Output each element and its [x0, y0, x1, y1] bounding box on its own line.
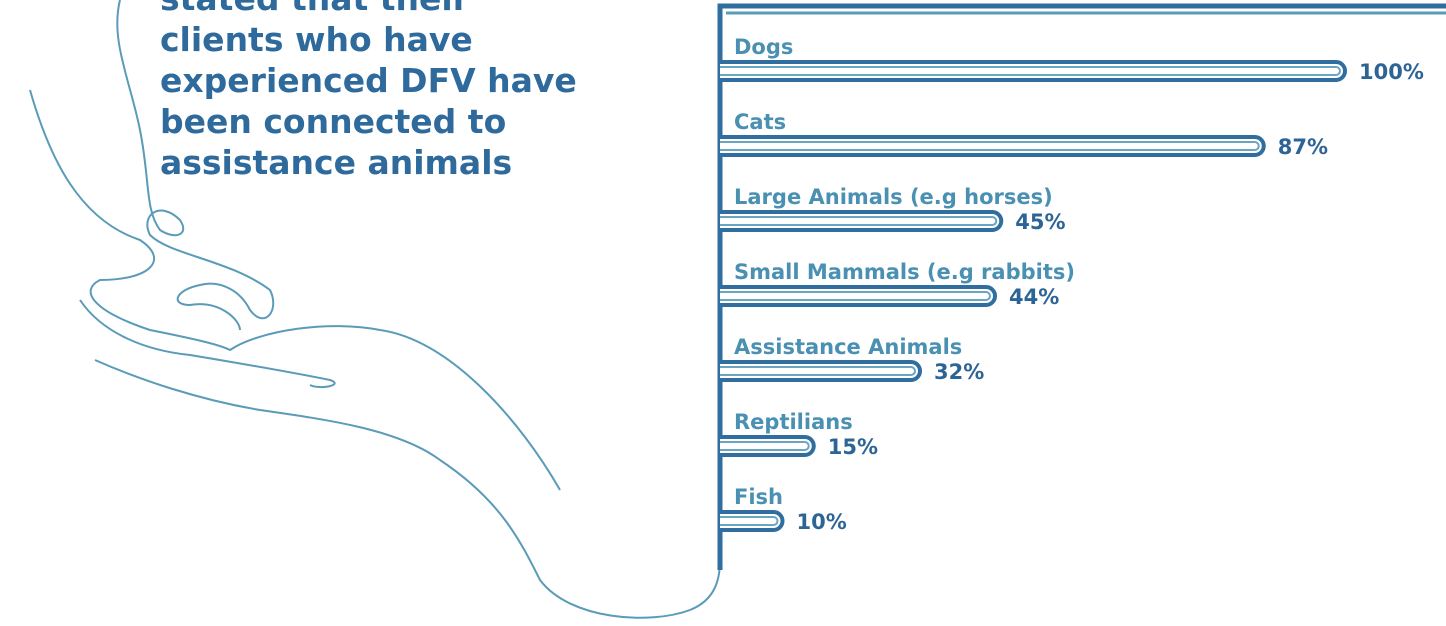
category-label: Reptilians	[734, 410, 853, 434]
bar	[720, 512, 783, 530]
category-label: Large Animals (e.g horses)	[734, 185, 1053, 209]
bar	[720, 287, 995, 305]
value-label: 87%	[1278, 135, 1328, 159]
value-label: 100%	[1359, 60, 1424, 84]
value-label: 45%	[1015, 210, 1065, 234]
title: stated that their clients who have exper…	[160, 0, 580, 183]
category-label: Dogs	[734, 35, 793, 59]
bar	[720, 137, 1264, 155]
category-label: Fish	[734, 485, 783, 509]
category-label: Assistance Animals	[734, 335, 962, 359]
value-label: 10%	[797, 510, 847, 534]
value-label: 44%	[1009, 285, 1059, 309]
page: Dogs 100% Cats 87% Large Animals (e.g horses…	[0, 0, 1446, 626]
bar	[720, 362, 920, 380]
value-label: 32%	[934, 360, 984, 384]
category-label: Small Mammals (e.g rabbits)	[734, 260, 1075, 284]
bar	[720, 212, 1001, 230]
value-label: 15%	[828, 435, 878, 459]
bar	[720, 62, 1345, 80]
category-label: Cats	[734, 110, 786, 134]
bar	[720, 437, 814, 455]
